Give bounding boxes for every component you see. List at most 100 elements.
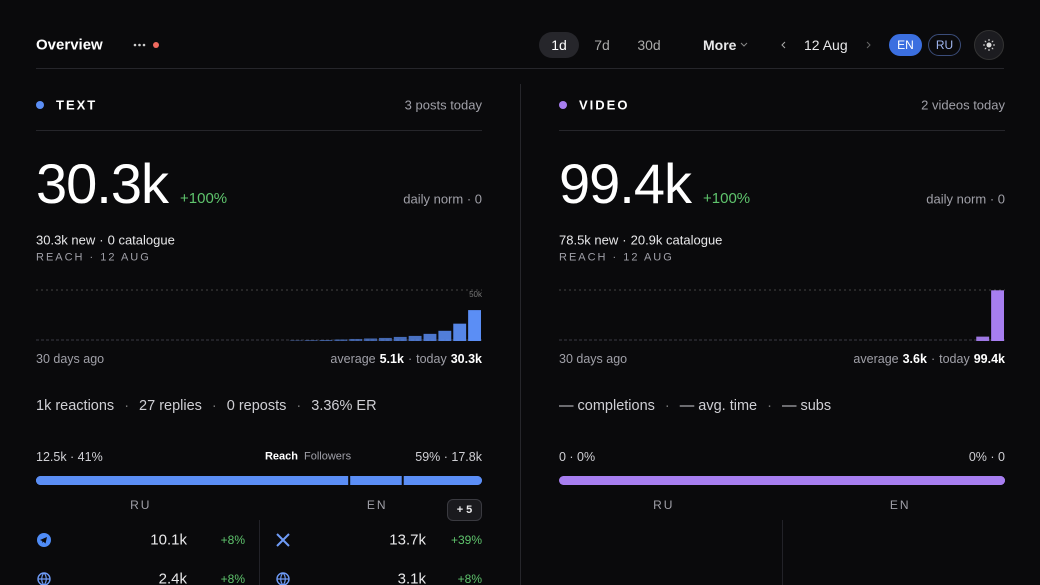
column-divider <box>259 520 260 585</box>
stats: 1k reactions27 replies0 reposts3.36% ER <box>36 397 377 414</box>
bar <box>438 330 452 341</box>
bar <box>334 339 348 341</box>
bar <box>991 290 1004 341</box>
bar <box>364 338 377 341</box>
caret <box>740 42 748 47</box>
catalogue-count: 20.9k catalogue <box>618 233 722 248</box>
split-segment <box>219 476 483 485</box>
stats: — completions— avg. time— subs <box>559 398 831 414</box>
sparkline: 50k <box>36 289 483 341</box>
average: 3.6k <box>902 351 927 366</box>
reach-date: REACH · 12 AUG <box>36 251 151 264</box>
panel-dot <box>36 101 44 109</box>
bar <box>976 336 990 341</box>
segment-gap <box>348 476 351 485</box>
tab[interactable]: 1d <box>551 37 567 53</box>
more-button[interactable]: More <box>703 37 737 53</box>
bar <box>423 333 437 341</box>
source-delta: +8% <box>220 572 245 585</box>
page-title: Overview <box>36 36 103 54</box>
panel-rule <box>559 130 1005 131</box>
today-label: today <box>927 352 970 366</box>
language-button[interactable]: EN <box>889 34 922 56</box>
bar <box>378 337 392 341</box>
split-bar <box>36 476 483 485</box>
stat: 27 replies <box>114 398 202 414</box>
today: 99.4k <box>973 351 1005 366</box>
y-tick-label: 50k <box>469 290 483 299</box>
split-active[interactable]: Reach <box>264 450 299 463</box>
source-icon <box>37 533 51 547</box>
split-left: 0 · 0% <box>559 449 596 464</box>
delta: +100% <box>180 190 228 207</box>
column-divider <box>782 520 783 585</box>
source-delta: +39% <box>450 533 482 547</box>
bar <box>289 340 303 341</box>
big-metric: 99.4k <box>559 152 692 215</box>
big-metric-row: 30.3k +100% <box>36 156 227 212</box>
stat: 1k reactions <box>36 397 115 414</box>
panel-dot <box>559 101 567 109</box>
language-button[interactable]: RU <box>928 34 961 56</box>
bar <box>468 310 481 341</box>
average-label: average <box>330 351 376 366</box>
more-sources[interactable]: + 5 <box>447 499 482 521</box>
average: 5.1k <box>379 351 404 366</box>
split-right: 0% · 0 <box>968 449 1005 464</box>
source-value: 3.1k <box>397 570 426 585</box>
theme-toggle[interactable] <box>974 30 1004 60</box>
average-label: average <box>853 351 899 366</box>
menu-dots[interactable] <box>133 40 163 50</box>
new-count: 30.3k new <box>36 232 96 248</box>
icon-shape <box>38 572 50 585</box>
segment-gap <box>401 476 404 485</box>
stat: — avg. time <box>655 398 757 414</box>
source-value: 10.1k <box>150 531 187 549</box>
new-count: 78.5k new <box>559 232 619 248</box>
panel-divider <box>520 84 521 585</box>
panel-meta: 2 videos today <box>921 97 1005 113</box>
source-value: 2.4k <box>158 570 187 585</box>
bar <box>304 340 318 341</box>
split-left: 12.5k · 41% <box>36 449 103 464</box>
bar <box>393 336 407 341</box>
split-alt[interactable]: Followers <box>304 450 352 463</box>
catalogue-count: 0 catalogue <box>95 233 175 248</box>
big-metric: 30.3k <box>36 152 169 215</box>
source-icon <box>276 572 290 585</box>
stat: — subs <box>757 398 831 414</box>
prev-date[interactable] <box>780 40 788 50</box>
bar <box>349 338 363 341</box>
today-label: today <box>404 352 447 366</box>
next-date[interactable] <box>864 40 872 50</box>
panel-meta: 3 posts today <box>404 97 482 113</box>
bar <box>453 323 467 341</box>
range-start: 30 days ago <box>36 351 105 366</box>
header-divider <box>36 68 1004 69</box>
breakdown: 78.5k new20.9k catalogue <box>559 232 722 248</box>
panel-rule <box>36 130 482 131</box>
bar <box>319 339 333 341</box>
stat: 0 reposts <box>202 398 287 414</box>
daily-norm: daily norm · 0 <box>403 191 482 207</box>
big-metric-row: 99.4k +100% <box>559 156 750 212</box>
date: 12 Aug <box>804 37 848 53</box>
icon-shape <box>40 537 47 544</box>
sparkline <box>559 289 1005 341</box>
range-start: 30 days ago <box>559 351 628 366</box>
column-label: EN <box>889 498 911 512</box>
today: 30.3k <box>450 351 482 366</box>
column-label: RU <box>653 498 675 512</box>
tab[interactable]: 30d <box>637 37 661 53</box>
tab[interactable]: 7d <box>594 37 610 53</box>
source-delta: +8% <box>457 572 482 585</box>
column-label: EN <box>366 498 388 512</box>
source-value: 13.7k <box>389 531 426 549</box>
reach-date: REACH · 12 AUG <box>559 251 674 264</box>
split-title: Reach Followers <box>264 450 352 463</box>
panel-name: TEXT <box>56 97 98 113</box>
source-icon <box>37 572 51 585</box>
split-segment <box>36 476 219 485</box>
